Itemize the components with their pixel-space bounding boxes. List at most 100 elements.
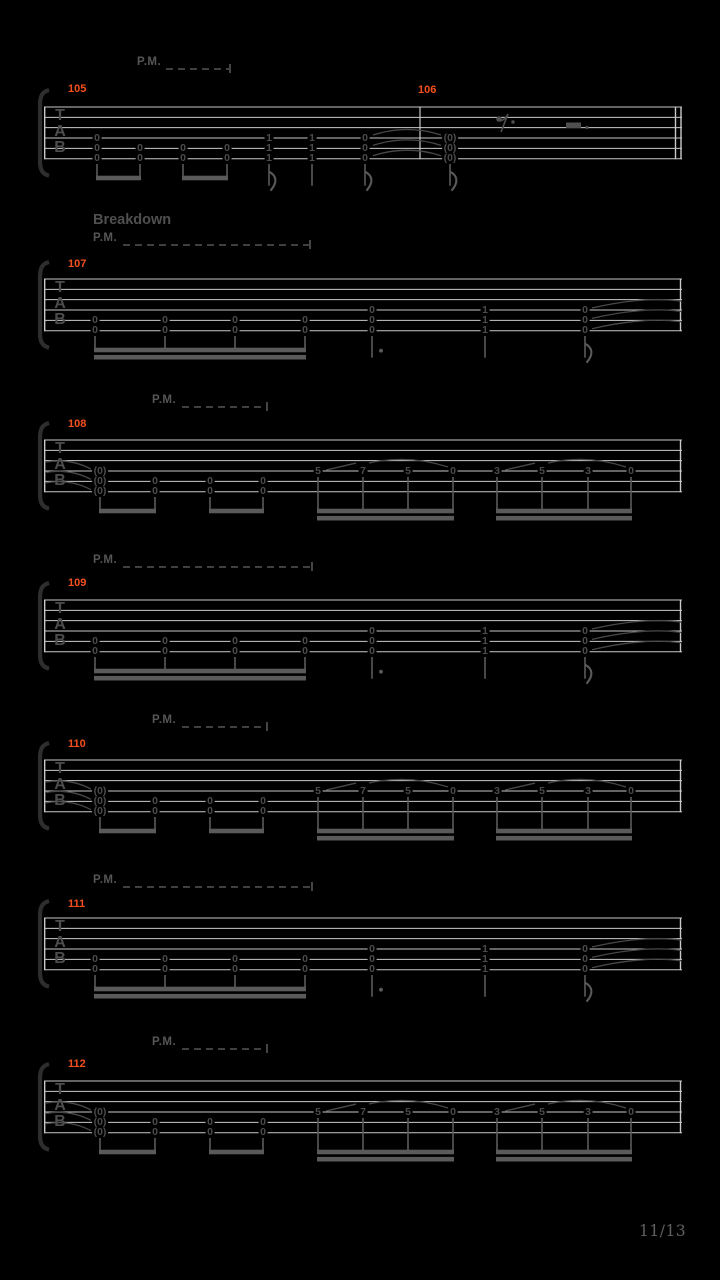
- fret-number[interactable]: 0: [580, 952, 590, 965]
- fret-number[interactable]: 1: [480, 303, 490, 316]
- fret-number[interactable]: 5: [403, 1105, 413, 1118]
- fret-number[interactable]: 1: [480, 634, 490, 647]
- fret-number[interactable]: 0: [300, 645, 310, 658]
- fret-number[interactable]: (0): [92, 1115, 108, 1128]
- fret-number[interactable]: 0: [90, 952, 100, 965]
- fret-number[interactable]: 0: [90, 645, 100, 658]
- fret-number[interactable]: 1: [264, 131, 274, 144]
- fret-number[interactable]: 0: [90, 324, 100, 337]
- fret-number[interactable]: 0: [258, 1126, 268, 1139]
- fret-number[interactable]: 0: [205, 474, 215, 487]
- fret-number[interactable]: 0: [230, 313, 240, 326]
- fret-number[interactable]: 0: [367, 313, 377, 326]
- fret-number[interactable]: 0: [367, 645, 377, 658]
- fret-number[interactable]: 0: [160, 313, 170, 326]
- fret-number[interactable]: 5: [313, 464, 323, 477]
- fret-number[interactable]: (0): [442, 152, 458, 165]
- fret-number[interactable]: 1: [480, 324, 490, 337]
- fret-number[interactable]: 0: [300, 952, 310, 965]
- fret-number[interactable]: 0: [205, 1115, 215, 1128]
- measure-number[interactable]: 106: [418, 84, 437, 96]
- fret-number[interactable]: 0: [580, 624, 590, 637]
- fret-number[interactable]: 0: [258, 805, 268, 818]
- fret-number[interactable]: 0: [230, 952, 240, 965]
- fret-number[interactable]: 0: [160, 963, 170, 976]
- fret-number[interactable]: (0): [442, 141, 458, 154]
- fret-number[interactable]: 0: [626, 784, 636, 797]
- fret-number[interactable]: 0: [360, 152, 370, 165]
- fret-number[interactable]: 5: [313, 784, 323, 797]
- fret-number[interactable]: 0: [367, 624, 377, 637]
- fret-number[interactable]: 0: [367, 942, 377, 955]
- fret-number[interactable]: 0: [160, 952, 170, 965]
- fret-number[interactable]: 0: [258, 474, 268, 487]
- fret-number[interactable]: 0: [92, 131, 102, 144]
- fret-number[interactable]: 0: [300, 963, 310, 976]
- fret-number[interactable]: 1: [480, 624, 490, 637]
- fret-number[interactable]: 3: [492, 1105, 502, 1118]
- fret-number[interactable]: (0): [92, 464, 108, 477]
- fret-number[interactable]: (0): [442, 131, 458, 144]
- fret-number[interactable]: 0: [205, 1126, 215, 1139]
- fret-number[interactable]: 1: [264, 152, 274, 165]
- fret-number[interactable]: 7: [358, 464, 368, 477]
- fret-number[interactable]: 0: [222, 152, 232, 165]
- fret-number[interactable]: (0): [92, 1105, 108, 1118]
- fret-number[interactable]: 0: [258, 1115, 268, 1128]
- fret-number[interactable]: 0: [367, 963, 377, 976]
- fret-number[interactable]: 1: [480, 952, 490, 965]
- fret-number[interactable]: (0): [92, 794, 108, 807]
- fret-number[interactable]: 0: [150, 485, 160, 498]
- fret-number[interactable]: 5: [537, 784, 547, 797]
- fret-number[interactable]: 1: [307, 141, 317, 154]
- fret-number[interactable]: 1: [307, 131, 317, 144]
- fret-number[interactable]: 1: [264, 141, 274, 154]
- measure-number[interactable]: 107: [68, 258, 87, 270]
- fret-number[interactable]: 3: [492, 784, 502, 797]
- fret-number[interactable]: 0: [258, 794, 268, 807]
- fret-number[interactable]: 0: [580, 963, 590, 976]
- fret-number[interactable]: 5: [313, 1105, 323, 1118]
- fret-number[interactable]: 0: [367, 324, 377, 337]
- fret-number[interactable]: 0: [150, 805, 160, 818]
- measure-number[interactable]: 105: [68, 83, 87, 95]
- fret-number[interactable]: 0: [360, 131, 370, 144]
- fret-number[interactable]: 5: [403, 784, 413, 797]
- fret-number[interactable]: 0: [367, 303, 377, 316]
- fret-number[interactable]: 0: [205, 485, 215, 498]
- fret-number[interactable]: 0: [580, 303, 590, 316]
- fret-number[interactable]: 1: [480, 313, 490, 326]
- fret-number[interactable]: 0: [258, 485, 268, 498]
- fret-number[interactable]: 0: [135, 152, 145, 165]
- fret-number[interactable]: 3: [583, 464, 593, 477]
- fret-number[interactable]: 0: [160, 324, 170, 337]
- fret-number[interactable]: 1: [307, 152, 317, 165]
- fret-number[interactable]: 3: [492, 464, 502, 477]
- fret-number[interactable]: 0: [300, 634, 310, 647]
- fret-number[interactable]: 7: [358, 1105, 368, 1118]
- fret-number[interactable]: 3: [583, 1105, 593, 1118]
- fret-number[interactable]: 5: [403, 464, 413, 477]
- fret-number[interactable]: (0): [92, 784, 108, 797]
- fret-number[interactable]: 0: [448, 464, 458, 477]
- fret-number[interactable]: 0: [230, 645, 240, 658]
- fret-number[interactable]: 0: [230, 324, 240, 337]
- fret-number[interactable]: 0: [367, 634, 377, 647]
- fret-number[interactable]: 0: [580, 942, 590, 955]
- fret-number[interactable]: 0: [230, 963, 240, 976]
- measure-number[interactable]: 111: [68, 898, 86, 910]
- fret-number[interactable]: 0: [150, 1115, 160, 1128]
- fret-number[interactable]: 0: [150, 794, 160, 807]
- fret-number[interactable]: 0: [448, 1105, 458, 1118]
- fret-number[interactable]: 0: [160, 634, 170, 647]
- fret-number[interactable]: 0: [150, 1126, 160, 1139]
- fret-number[interactable]: 0: [626, 464, 636, 477]
- fret-number[interactable]: 0: [360, 141, 370, 154]
- fret-number[interactable]: 0: [178, 152, 188, 165]
- fret-number[interactable]: 0: [300, 313, 310, 326]
- fret-number[interactable]: 3: [583, 784, 593, 797]
- measure-number[interactable]: 110: [68, 738, 86, 750]
- fret-number[interactable]: 0: [230, 634, 240, 647]
- fret-number[interactable]: 5: [537, 1105, 547, 1118]
- fret-number[interactable]: 0: [92, 141, 102, 154]
